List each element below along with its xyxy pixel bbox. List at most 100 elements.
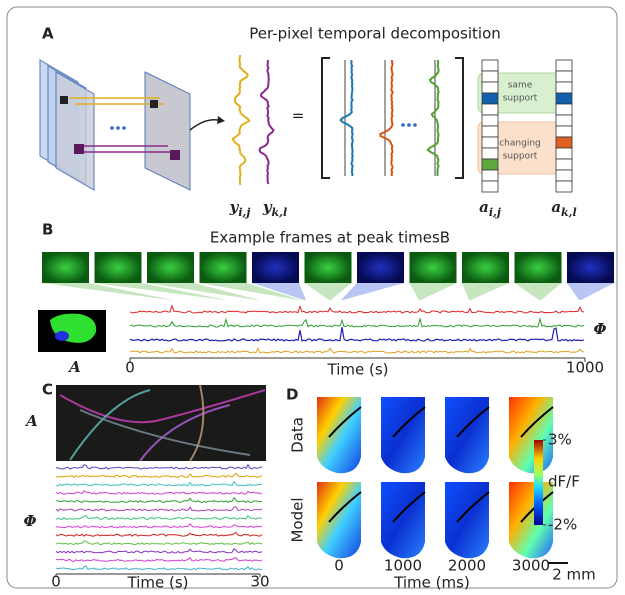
example-frame [252,252,299,283]
vessel [456,406,490,438]
vessel [328,406,362,438]
example-frame [462,252,509,283]
movie-frame [144,71,191,191]
figure-border [6,6,618,589]
support-cell [481,59,499,72]
trace [55,480,263,487]
example-frame [147,252,194,283]
x-axis-title: Time (ms) [393,574,470,592]
activity-map [317,482,361,559]
example-frame [409,252,457,283]
matrix-bracket [321,57,330,179]
illustrative-trace [258,60,275,185]
frame-link [199,283,301,300]
support-cell [481,81,499,94]
row-label: Data [289,417,307,453]
colorbar-tick-label: -2% [548,516,577,534]
support-cell [555,70,573,83]
matrix-bracket [455,57,464,179]
panel-title: Per-pixel temporal decomposition [249,25,501,43]
frame-link [462,283,509,300]
image-label: A [24,412,38,430]
support-label: support [503,94,538,104]
trace [55,556,263,562]
activity-map [317,397,361,474]
support-cell [555,81,573,94]
support-cell [481,70,499,83]
trace [55,565,263,571]
support-cell [555,158,573,171]
ellipsis-dot [116,126,120,130]
trace [55,522,263,529]
ellipsis-dot [401,123,405,127]
frame-link [42,283,173,300]
support-label: support [503,152,538,162]
panel-label: B [42,221,53,239]
trace [55,496,263,504]
trace [55,514,263,520]
frame-link [94,283,227,300]
symbol-subscript: i,j [238,206,250,219]
trace [129,316,585,328]
support-cell [481,114,499,127]
vessel [328,491,362,523]
frame-link [409,283,457,300]
x-tick-label: 0 [125,359,135,377]
support-cell [481,92,499,105]
pixel [60,96,68,104]
column-label: 2000 [448,557,486,575]
symbol-base: a [551,198,561,216]
trace-label: Φ [23,512,36,530]
support-cell [555,180,573,193]
symbol-base: y [229,198,240,216]
example-frame [94,252,142,283]
trace [55,531,263,537]
panel-label: D [286,386,298,404]
ellipsis-dot [110,126,114,130]
illustrative-trace [231,54,251,186]
trace-label: Φ [593,320,606,338]
frame-link [514,283,562,300]
support-cell [555,114,573,127]
support-label: same [508,81,533,91]
symbol-base: a [479,198,489,216]
x-axis-title: Time (s) [127,574,189,592]
x-axis-title: Time (s) [327,361,389,379]
math-symbol: ak,l [551,198,576,219]
frame-link [147,283,259,300]
example-frame [199,252,247,283]
neuron-process [59,389,266,424]
column-label: 1000 [384,557,422,575]
support-cell [555,147,573,160]
activity-map [445,397,489,474]
math-symbol: ai,j [479,198,501,219]
vessel [520,406,554,438]
trace [55,540,263,546]
support-cell [481,103,499,116]
example-frame [42,252,89,283]
pixel [74,144,84,154]
frame-link [341,283,404,300]
vessel [456,491,490,523]
illustrative-trace [426,59,440,177]
column-label: 0 [334,557,344,575]
equals-sign: = [292,107,305,125]
image-label: A [67,358,81,376]
colorbar-title: dF/F [548,473,580,491]
support-cell [481,125,499,138]
arrow-head [217,116,225,124]
support-cell [555,103,573,116]
ellipsis-dot [122,126,126,130]
trace [55,548,263,554]
panel-label: C [42,381,53,399]
row-label: Model [289,497,307,542]
pixel [170,150,180,160]
support-cell [555,125,573,138]
vessel [392,406,426,438]
symbol-subscript: k,l [561,206,577,219]
neuron-process [69,389,151,461]
support-cell [481,180,499,193]
frame-link [252,283,306,300]
frame-link [304,283,352,300]
